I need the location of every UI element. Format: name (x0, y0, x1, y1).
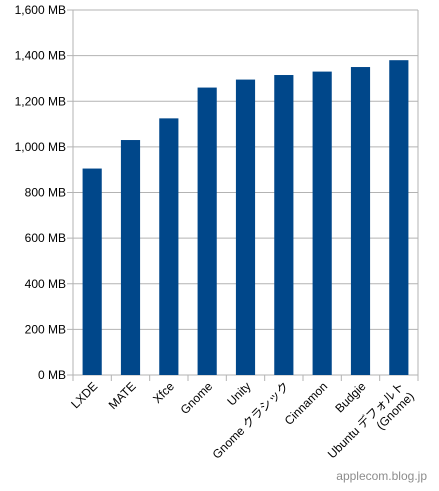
x-tick-label: Unity (224, 379, 253, 408)
y-tick-label: 1,400 MB (15, 49, 66, 63)
y-tick-label: 400 MB (25, 277, 66, 291)
bar (82, 168, 102, 375)
bar (274, 75, 294, 375)
bars (82, 60, 409, 375)
y-tick-label: 1,200 MB (15, 94, 66, 108)
bar (350, 67, 371, 375)
y-tick-label: 1,600 MB (15, 3, 66, 17)
x-tick-label: Xfce (150, 379, 177, 406)
x-tick-label: LXDE (68, 379, 100, 411)
bar (389, 60, 409, 375)
bar (197, 87, 217, 375)
bar (159, 118, 179, 375)
x-tick-label: Ubuntu デフォルト(Gnome) (324, 379, 417, 472)
y-tick-label: 800 MB (25, 186, 66, 200)
watermark: applecom.blog.jp (336, 469, 427, 483)
x-tick-label: Gnome (178, 379, 216, 417)
plot-frame (72, 10, 419, 375)
x-tick-label: MATE (106, 379, 139, 412)
bar (312, 71, 332, 375)
y-tick-label: 200 MB (25, 322, 66, 336)
x-tick-label: Budgie (332, 379, 369, 416)
y-axis-tick-labels: 0 MB 200 MB 400 MB 600 MB 800 MB 1,000 MB 1,20… (15, 3, 66, 382)
y-tick-label: 600 MB (25, 231, 66, 245)
bar (120, 140, 141, 375)
y-tick-label: 1,000 MB (15, 140, 66, 154)
y-tick-label: 0 MB (38, 368, 66, 382)
bar (235, 79, 256, 375)
